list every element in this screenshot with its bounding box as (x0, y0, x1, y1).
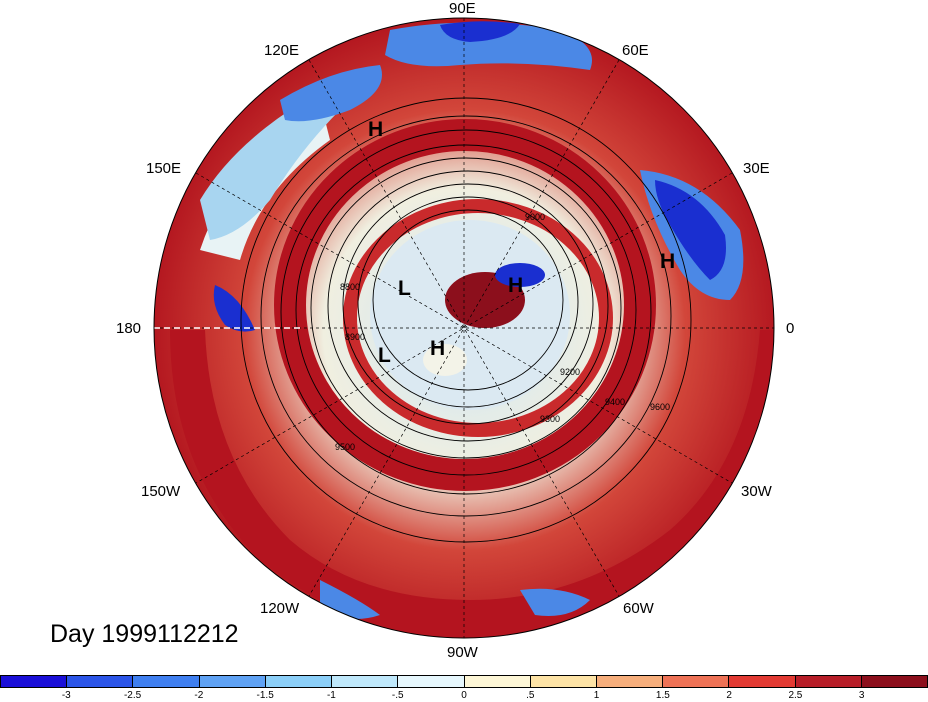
colorbar-tick-label: -1.5 (256, 690, 274, 701)
day-label: Day 1999112212 (50, 620, 239, 648)
colorbar-segment (398, 676, 465, 687)
contour-label: 9000 (525, 212, 545, 222)
colorbar-tick-label: -3 (61, 690, 71, 701)
colorbar-tick-label: 3 (858, 690, 865, 701)
colorbar-segment (861, 676, 928, 687)
colorbar-segment (265, 676, 333, 687)
colorbar-segment (332, 676, 399, 687)
high-pressure-marker: H (660, 250, 675, 273)
colorbar-tick-label: 2 (726, 690, 732, 701)
colorbar-segment (729, 676, 796, 687)
lon-label-120e: 120E (264, 42, 300, 59)
contour-label: 8900 (345, 332, 365, 342)
lon-label-150w: 150W (141, 483, 181, 500)
lon-label-60e: 60E (622, 42, 649, 59)
lon-label-90e: 90E (449, 0, 476, 17)
high-pressure-marker: H (430, 337, 445, 360)
map-field (154, 18, 774, 638)
lon-label-150e: 150E (146, 160, 182, 177)
colorbar-tick-label: 1.5 (655, 690, 670, 701)
lon-label-0: 0 (786, 320, 795, 337)
colorbar-segment (67, 676, 134, 687)
lon-label-30e: 30E (743, 160, 770, 177)
colorbar-segment (133, 676, 200, 687)
colorbar-segment (199, 676, 266, 687)
colorbar-segment (596, 676, 664, 687)
colorbar-segment (663, 676, 730, 687)
lon-label-180: 180 (116, 320, 142, 337)
lon-label-60w: 60W (623, 600, 654, 617)
colorbar-segment (464, 676, 531, 687)
colorbar (0, 675, 928, 688)
contour-label: 9300 (540, 414, 560, 424)
lon-label-30w: 30W (741, 483, 772, 500)
contour-label: 9600 (650, 402, 670, 412)
lon-label-90w: 90W (447, 644, 478, 661)
colorbar-tick-label: .5 (526, 690, 535, 701)
colorbar-segment (795, 676, 862, 687)
contour-label: 9200 (560, 367, 580, 377)
high-pressure-marker: H (508, 274, 523, 297)
lon-label-120w: 120W (260, 600, 300, 617)
low-pressure-marker: L (398, 277, 411, 300)
contour-label: 9500 (335, 442, 355, 452)
contour-label: 8800 (340, 282, 360, 292)
colorbar-tick-label: 0 (461, 690, 467, 701)
colorbar-segment (530, 676, 597, 687)
colorbar-tick-label: 2.5 (788, 690, 803, 701)
colorbar-tick-label: -2 (194, 690, 204, 701)
colorbar-segment (1, 676, 68, 687)
high-pressure-marker: H (368, 118, 383, 141)
colorbar-tick-label: 1 (593, 690, 600, 701)
map-border (153, 17, 775, 639)
colorbar-tick-label: -.5 (391, 690, 404, 701)
contour-label: 9400 (605, 397, 625, 407)
colorbar-tick-label: -2.5 (123, 690, 142, 701)
low-pressure-marker: L (378, 344, 391, 367)
colorbar-tick-label: -1 (326, 690, 336, 701)
